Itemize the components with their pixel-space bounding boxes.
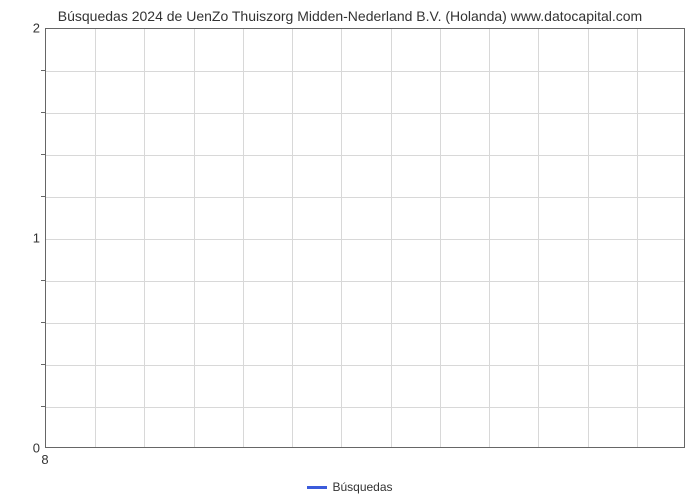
legend-swatch (307, 486, 327, 489)
grid-line-v (489, 29, 490, 447)
grid-line-v (292, 29, 293, 447)
y-minor-tick (41, 322, 45, 323)
y-minor-tick (41, 196, 45, 197)
legend-label: Búsquedas (332, 480, 392, 494)
y-minor-tick (41, 280, 45, 281)
y-tick-label: 0 (20, 441, 40, 456)
plot-area (45, 28, 685, 448)
grid-line-v (341, 29, 342, 447)
legend: Búsquedas (0, 479, 700, 494)
y-minor-tick (41, 364, 45, 365)
y-tick-label: 2 (20, 21, 40, 36)
grid-line-v (243, 29, 244, 447)
chart-title: Búsquedas 2024 de UenZo Thuiszorg Midden… (0, 8, 700, 24)
x-tick-label: 8 (41, 452, 48, 467)
y-minor-tick (41, 154, 45, 155)
grid-line-v (440, 29, 441, 447)
grid-line-v (637, 29, 638, 447)
chart-container: Búsquedas 2024 de UenZo Thuiszorg Midden… (0, 0, 700, 500)
grid-line-v (95, 29, 96, 447)
grid-line-v (194, 29, 195, 447)
y-minor-tick (41, 112, 45, 113)
grid-line-v (538, 29, 539, 447)
y-minor-tick (41, 70, 45, 71)
grid-line-v (144, 29, 145, 447)
y-tick-label: 1 (20, 231, 40, 246)
y-minor-tick (41, 406, 45, 407)
grid-line-v (588, 29, 589, 447)
grid-line-v (391, 29, 392, 447)
